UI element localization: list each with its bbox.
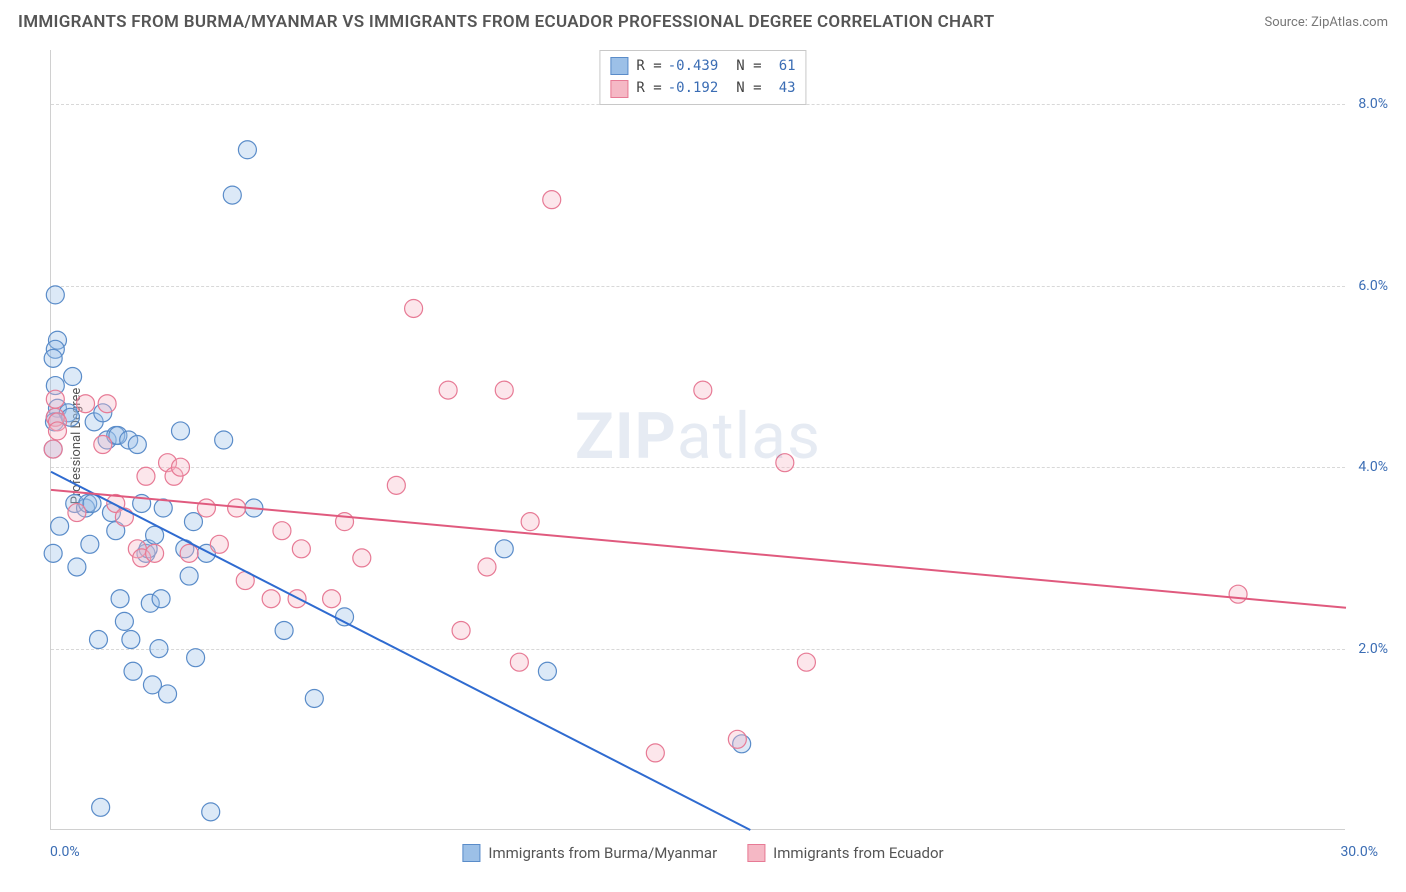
data-point-ecuador [452, 621, 470, 639]
legend-item-burma: Immigrants from Burma/Myanmar [462, 844, 717, 862]
data-point-burma [180, 567, 198, 585]
swatch-burma [610, 57, 628, 75]
data-point-ecuador [694, 381, 712, 399]
data-point-burma [150, 640, 168, 658]
data-point-burma [305, 689, 323, 707]
legend-swatch-burma [462, 844, 480, 862]
data-point-ecuador [48, 422, 66, 440]
data-point-ecuador [646, 744, 664, 762]
data-point-ecuador [180, 544, 198, 562]
data-point-burma [68, 558, 86, 576]
source-attribution: Source: ZipAtlas.com [1264, 15, 1388, 30]
data-point-ecuador [353, 549, 371, 567]
data-point-ecuador [510, 653, 528, 671]
source-label: Source: [1264, 15, 1311, 30]
data-point-ecuador [1229, 585, 1247, 603]
data-point-ecuador [521, 513, 539, 531]
data-point-burma [128, 436, 146, 454]
data-point-burma [154, 499, 172, 517]
data-point-burma [223, 186, 241, 204]
data-point-burma [89, 631, 107, 649]
data-point-burma [111, 590, 129, 608]
data-point-burma [115, 612, 133, 630]
data-point-ecuador [776, 454, 794, 472]
data-point-ecuador [68, 504, 86, 522]
scatter-svg [51, 50, 1346, 830]
data-point-ecuador [172, 458, 190, 476]
data-point-ecuador [146, 544, 164, 562]
data-point-burma [152, 590, 170, 608]
x-tick-min: 0.0% [50, 844, 80, 860]
data-point-ecuador [115, 508, 133, 526]
title-bar: IMMIGRANTS FROM BURMA/MYANMAR VS IMMIGRA… [18, 12, 1388, 32]
data-point-burma [122, 631, 140, 649]
data-point-burma [92, 798, 110, 816]
data-point-ecuador [543, 191, 561, 209]
data-point-burma [46, 286, 64, 304]
swatch-ecuador [610, 80, 628, 98]
data-point-burma [202, 803, 220, 821]
y-tick-label: 4.0% [1358, 459, 1388, 475]
legend-label-burma: Immigrants from Burma/Myanmar [488, 844, 717, 862]
data-point-burma [215, 431, 233, 449]
data-point-ecuador [77, 395, 95, 413]
correlation-row-ecuador: R =-0.192N =43 [610, 77, 795, 99]
data-point-burma [275, 621, 293, 639]
data-point-burma [124, 662, 142, 680]
data-point-burma [81, 535, 99, 553]
correlation-text-ecuador: R =-0.192N =43 [636, 77, 795, 99]
data-point-ecuador [137, 467, 155, 485]
data-point-burma [159, 685, 177, 703]
data-point-burma [238, 141, 256, 159]
correlation-row-burma: R =-0.439N =61 [610, 55, 795, 77]
y-tick-label: 8.0% [1358, 96, 1388, 112]
data-point-burma [172, 422, 190, 440]
data-point-ecuador [210, 535, 228, 553]
data-point-ecuador [94, 436, 112, 454]
data-point-ecuador [439, 381, 457, 399]
data-point-burma [44, 544, 62, 562]
data-point-burma [44, 349, 62, 367]
data-point-ecuador [262, 590, 280, 608]
plot-area: ZIPatlas [50, 50, 1345, 830]
data-point-ecuador [323, 590, 341, 608]
legend-swatch-ecuador [747, 844, 765, 862]
chart-container: IMMIGRANTS FROM BURMA/MYANMAR VS IMMIGRA… [0, 0, 1406, 892]
data-point-ecuador [292, 540, 310, 558]
data-point-ecuador [273, 522, 291, 540]
correlation-text-burma: R =-0.439N =61 [636, 55, 795, 77]
data-point-ecuador [797, 653, 815, 671]
data-point-ecuador [387, 476, 405, 494]
y-tick-label: 6.0% [1358, 278, 1388, 294]
data-point-ecuador [728, 730, 746, 748]
x-tick-max: 30.0% [1340, 844, 1378, 860]
data-point-ecuador [478, 558, 496, 576]
series-legend: Immigrants from Burma/Myanmar Immigrants … [462, 844, 943, 862]
data-point-burma [538, 662, 556, 680]
data-point-ecuador [495, 381, 513, 399]
correlation-legend: R =-0.439N =61R =-0.192N =43 [599, 50, 806, 105]
data-point-burma [495, 540, 513, 558]
data-point-burma [187, 649, 205, 667]
source-name: ZipAtlas.com [1311, 15, 1388, 30]
data-point-ecuador [197, 499, 215, 517]
data-point-burma [64, 368, 82, 386]
data-point-burma [184, 513, 202, 531]
data-point-ecuador [44, 440, 62, 458]
data-point-ecuador [405, 299, 423, 317]
y-tick-label: 2.0% [1358, 641, 1388, 657]
data-point-burma [51, 517, 69, 535]
data-point-ecuador [46, 390, 64, 408]
chart-title: IMMIGRANTS FROM BURMA/MYANMAR VS IMMIGRA… [18, 12, 994, 32]
legend-label-ecuador: Immigrants from Ecuador [773, 844, 943, 862]
legend-item-ecuador: Immigrants from Ecuador [747, 844, 943, 862]
data-point-ecuador [98, 395, 116, 413]
